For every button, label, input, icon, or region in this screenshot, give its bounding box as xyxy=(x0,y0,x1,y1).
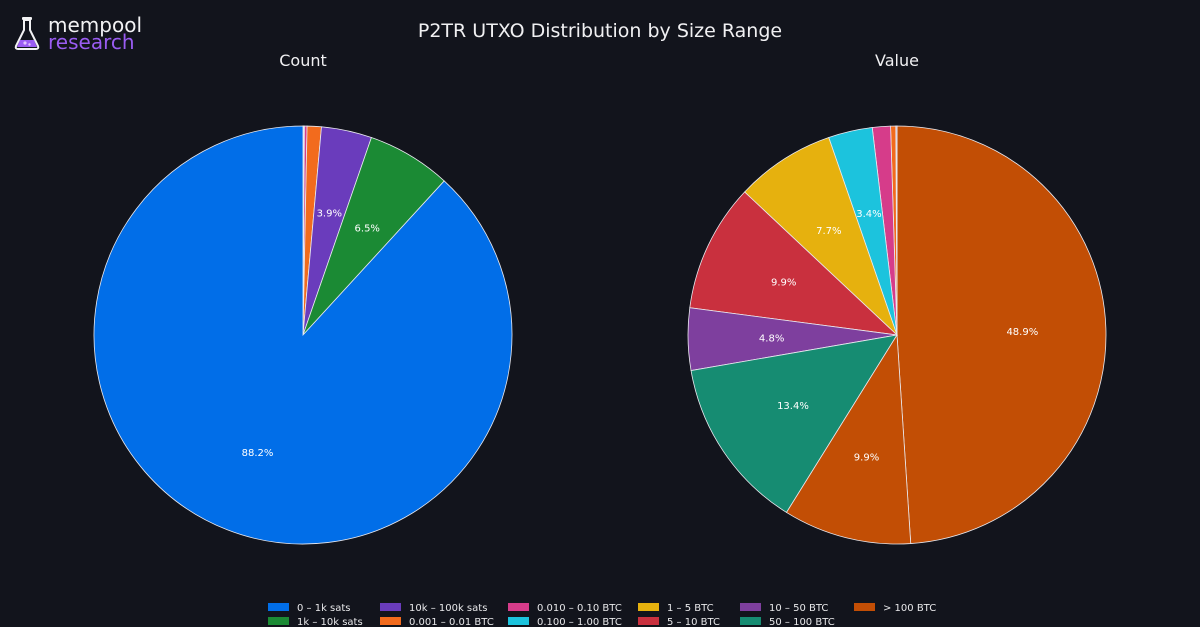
legend-label: 1k – 10k sats xyxy=(297,617,363,627)
legend-label: 0.010 – 0.10 BTC xyxy=(537,603,622,614)
legend-item: 5 – 10 BTC xyxy=(638,616,720,627)
legend-swatch xyxy=(740,603,761,611)
legend-item: > 100 BTC xyxy=(854,602,936,616)
legend-swatch xyxy=(638,617,659,625)
legend-label: 10k – 100k sats xyxy=(409,603,488,614)
legend-swatch xyxy=(380,603,401,611)
pie-1-label-5: 3.4% xyxy=(856,209,881,220)
legend-label: 0.001 – 0.01 BTC xyxy=(409,617,494,627)
pie-1-label-7: 9.9% xyxy=(771,277,796,288)
legend-item: 10 – 50 BTC xyxy=(740,602,828,616)
legend-swatch xyxy=(508,617,529,625)
pie-count-subtitle: Count xyxy=(279,51,327,70)
legend-label: 0.100 – 1.00 BTC xyxy=(537,617,622,627)
pie-1-label-9: 13.4% xyxy=(777,401,809,412)
legend-label: 5 – 10 BTC xyxy=(667,617,720,627)
legend-label: 10 – 50 BTC xyxy=(769,603,829,614)
legend-swatch xyxy=(380,617,401,625)
pie-0-label-1: 6.5% xyxy=(355,223,380,234)
legend-item: 0 – 1k sats xyxy=(268,602,351,616)
pie-1-slice-11 xyxy=(896,125,1107,544)
legend-item: 1k – 10k sats xyxy=(268,616,363,627)
legend-item: 0.100 – 1.00 BTC xyxy=(508,616,622,627)
legend-swatch xyxy=(268,617,289,625)
legend: 0 – 1k sats 10k – 100k sats 0.010 – 0.10 B… xyxy=(268,602,1028,627)
legend-item: 10k – 100k sats xyxy=(380,602,487,616)
legend-item: 0.010 – 0.10 BTC xyxy=(508,602,622,616)
pie-1-slice-7 xyxy=(689,191,899,336)
legend-label: > 100 BTC xyxy=(883,603,937,614)
brand-name: mempool xyxy=(48,13,142,37)
flask-icon xyxy=(14,17,40,50)
pie-0-label-2: 3.9% xyxy=(317,208,342,219)
brand-logo: mempool research xyxy=(14,14,154,54)
pie-1-label-11: 48.9% xyxy=(1006,327,1038,338)
legend-swatch xyxy=(268,603,289,611)
brand-tagline: research xyxy=(48,30,135,54)
pie-1-slice-6 xyxy=(744,136,898,336)
legend-swatch xyxy=(508,603,529,611)
chart-title: P2TR UTXO Distribution by Size Range xyxy=(417,20,783,42)
pie-value-subtitle: Value xyxy=(875,51,919,70)
pie-1-slice-10 xyxy=(785,333,912,545)
legend-swatch xyxy=(740,617,761,625)
pie-1-label-6: 7.7% xyxy=(816,226,841,237)
legend-label: 1 – 5 BTC xyxy=(667,603,714,614)
pie-1-label-8: 4.8% xyxy=(759,334,784,345)
legend-item: 50 – 100 BTC xyxy=(740,616,835,627)
legend-swatch xyxy=(854,603,875,611)
legend-item: 0.001 – 0.01 BTC xyxy=(380,616,494,627)
legend-label: 50 – 100 BTC xyxy=(769,617,835,627)
pie-0-label-0: 88.2% xyxy=(242,448,274,459)
legend-label: 0 – 1k sats xyxy=(297,603,351,614)
pie-0-slice-0 xyxy=(93,125,513,545)
pie-1-slice-9 xyxy=(690,334,898,513)
legend-item: 1 – 5 BTC xyxy=(638,602,714,616)
legend-swatch xyxy=(638,603,659,611)
pie-1-label-10: 9.9% xyxy=(854,453,879,464)
pie-charts: 3.9% 6.5% 88.2% 48.9% 3.4% 7.7% 9.9% 4.8% 13.4% 9… xyxy=(93,125,1107,545)
